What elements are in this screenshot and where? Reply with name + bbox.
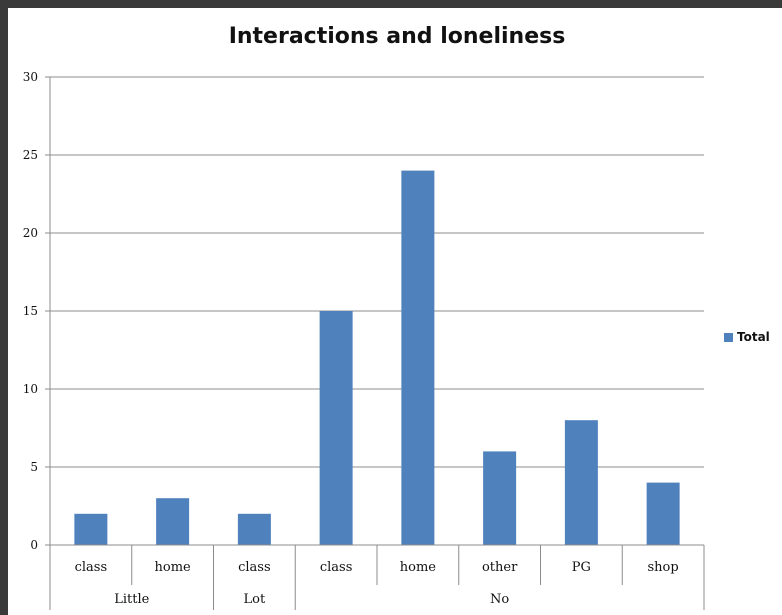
axes — [45, 76, 705, 610]
chart-title: Interactions and loneliness — [228, 24, 566, 49]
bar — [401, 170, 435, 545]
y-tick-label: 10 — [23, 382, 38, 396]
bar — [319, 311, 353, 545]
group-label: No — [490, 592, 509, 607]
bar — [483, 451, 517, 545]
y-tick-label: 20 — [23, 226, 38, 240]
x-tick-label: other — [482, 560, 518, 575]
y-tick-label: 5 — [30, 460, 38, 474]
x-tick-label: PG — [572, 560, 591, 575]
bar — [74, 513, 108, 545]
group-label: Little — [114, 592, 149, 607]
y-tick-label: 0 — [30, 538, 38, 552]
x-tick-label: home — [155, 560, 192, 575]
y-tick-label: 15 — [23, 304, 38, 318]
bar — [564, 420, 598, 545]
y-tick-label: 25 — [23, 148, 38, 162]
group-label: Lot — [244, 592, 266, 607]
axis-labels: 0 5 10 15 20 25 30 class home class class home other… — [23, 70, 679, 607]
legend-label: Total — [737, 330, 770, 344]
bar — [237, 513, 271, 545]
y-tick-label: 30 — [23, 70, 38, 84]
legend: Total — [724, 330, 770, 344]
gridlines — [50, 76, 704, 468]
x-tick-label: class — [238, 560, 271, 575]
x-tick-label: home — [400, 560, 437, 575]
x-tick-label: class — [320, 560, 353, 575]
bars — [74, 170, 680, 545]
x-tick-label: class — [75, 560, 108, 575]
legend-swatch — [724, 332, 733, 342]
bar — [156, 498, 190, 545]
x-tick-label: shop — [648, 560, 679, 575]
bar — [646, 482, 680, 545]
